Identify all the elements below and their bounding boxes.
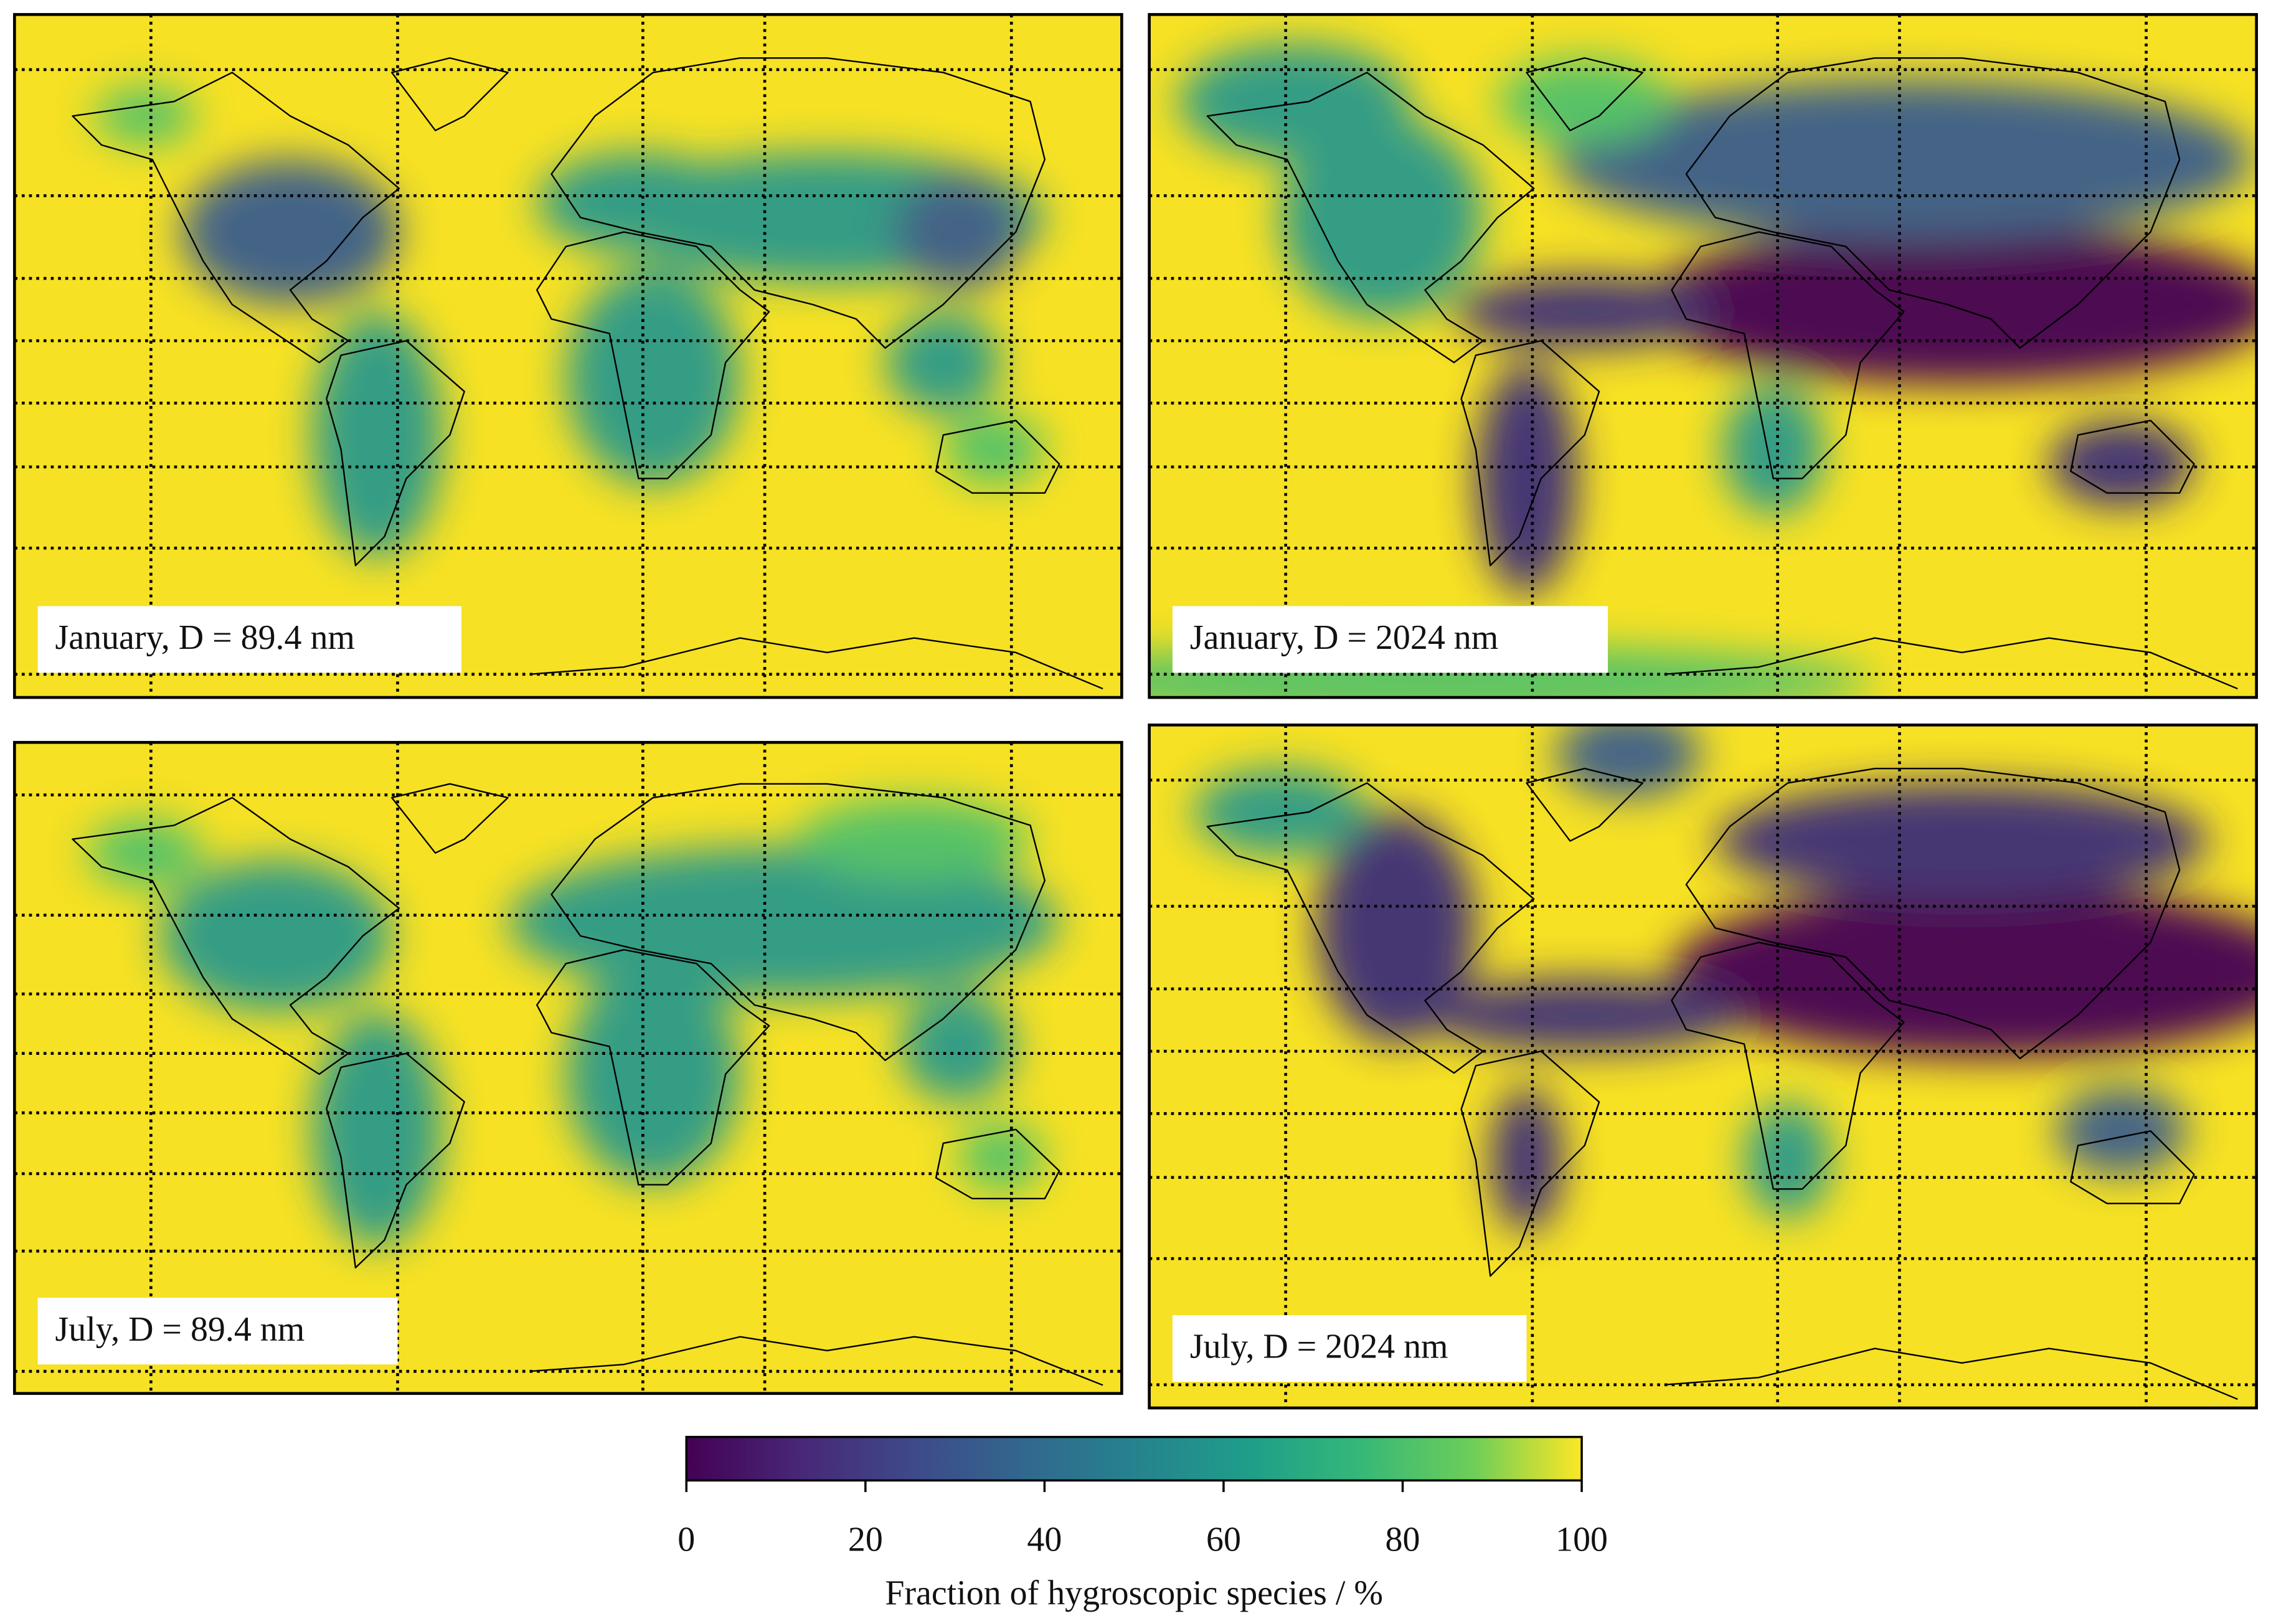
panel-label: January, D = 2024 nm xyxy=(1190,618,1498,657)
coastline xyxy=(1664,638,2237,689)
map-panel: January, D = 89.4 nm xyxy=(12,12,1123,699)
label-box xyxy=(1172,606,1608,673)
fraction-field xyxy=(87,798,1060,1247)
fraction-region xyxy=(1178,43,1411,160)
colorbar-tick-label: 80 xyxy=(1386,1520,1420,1559)
panel-label: July, D = 89.4 nm xyxy=(55,1310,305,1349)
fraction-region xyxy=(1475,362,1578,595)
coastline xyxy=(552,784,1045,1060)
colorbar-tick-label: 20 xyxy=(848,1520,883,1559)
panel-frame xyxy=(12,740,1123,1395)
map-field xyxy=(1149,14,2257,698)
fraction-region xyxy=(798,798,1031,881)
coastline xyxy=(537,232,769,479)
coastline xyxy=(1207,783,1534,1073)
map-panel: July, D = 2024 nm xyxy=(1148,723,2259,1410)
fraction-region xyxy=(1316,812,1476,1044)
coastline xyxy=(326,1054,464,1268)
fraction-region xyxy=(1715,783,2209,899)
colorbar-tick-label: 60 xyxy=(1206,1520,1241,1559)
coastline xyxy=(1672,943,1904,1189)
coastline xyxy=(1686,58,2179,348)
fraction-region xyxy=(1192,768,1367,856)
fraction-region xyxy=(1497,58,1672,145)
coastline xyxy=(392,58,508,130)
map-panel: January, D = 2024 nm xyxy=(1148,12,2259,699)
coastlines xyxy=(73,58,1103,689)
coastline xyxy=(1527,58,1643,130)
fraction-region xyxy=(159,859,392,1013)
fraction-region xyxy=(1556,80,2252,240)
panel-label: July, D = 2024 nm xyxy=(1190,1328,1448,1366)
map-field xyxy=(1149,725,2257,1409)
map-field xyxy=(14,14,1122,698)
fraction-region xyxy=(1643,224,2257,385)
label-box xyxy=(1172,1315,1527,1382)
coastline xyxy=(1672,232,1904,479)
colorbar xyxy=(685,1435,1583,1482)
map-field xyxy=(14,742,1122,1394)
coastlines xyxy=(1207,58,2238,689)
coastline xyxy=(530,638,1103,689)
colorbar-tick-label: 100 xyxy=(1556,1520,1608,1559)
fraction-region xyxy=(565,963,740,1185)
fraction-region xyxy=(892,174,1023,290)
coastline xyxy=(1686,768,2179,1059)
coastline xyxy=(326,341,464,565)
coastline xyxy=(73,798,399,1074)
fraction-region xyxy=(899,991,1016,1102)
coastline xyxy=(936,420,1059,493)
fraction-region xyxy=(885,311,1001,413)
coastline xyxy=(392,784,508,853)
coastline xyxy=(2070,420,2194,493)
colorbar-tick-label: 40 xyxy=(1027,1520,1062,1559)
fraction-region xyxy=(312,311,443,559)
fraction-region xyxy=(312,1012,443,1247)
fraction-region xyxy=(565,268,740,486)
coastline xyxy=(1207,72,1534,362)
fraction-region xyxy=(508,846,1060,998)
coastline xyxy=(1527,768,1643,841)
map-panel: July, D = 89.4 nm xyxy=(12,740,1123,1395)
coastline xyxy=(552,58,1045,348)
coastline xyxy=(1664,1349,2237,1400)
fraction-region xyxy=(1490,1087,1563,1233)
colorbar-tick-label: 0 xyxy=(678,1520,695,1559)
colorbar-label: Fraction of hygroscopic species / % xyxy=(885,1574,1383,1613)
coastline xyxy=(537,950,769,1184)
coastline xyxy=(530,1337,1103,1386)
coastline xyxy=(2070,1131,2194,1203)
fraction-field xyxy=(94,87,1045,559)
fraction-region xyxy=(2049,420,2194,507)
label-box xyxy=(37,606,462,673)
fraction-region xyxy=(1280,116,1483,319)
panel-frame xyxy=(12,12,1123,699)
coastlines xyxy=(73,784,1103,1386)
fraction-region xyxy=(943,413,1045,486)
coastline xyxy=(1461,341,1599,565)
panel-label: January, D = 89.4 nm xyxy=(55,618,355,657)
fraction-region xyxy=(94,87,196,145)
coastlines xyxy=(1207,768,2238,1399)
coastline xyxy=(73,72,399,362)
fraction-region xyxy=(1671,884,2257,1059)
coastline xyxy=(1461,1051,1599,1276)
fraction-region xyxy=(2056,1087,2187,1175)
label-box xyxy=(37,1298,398,1365)
fraction-region xyxy=(181,159,399,304)
panel-frame xyxy=(1148,723,2259,1410)
panel-frame xyxy=(1148,12,2259,699)
coastline xyxy=(936,1130,1059,1199)
fraction-region xyxy=(1454,275,1716,348)
fraction-region xyxy=(1425,978,1745,1052)
fraction-region xyxy=(1722,384,1825,515)
fraction-region xyxy=(1744,1102,1831,1218)
